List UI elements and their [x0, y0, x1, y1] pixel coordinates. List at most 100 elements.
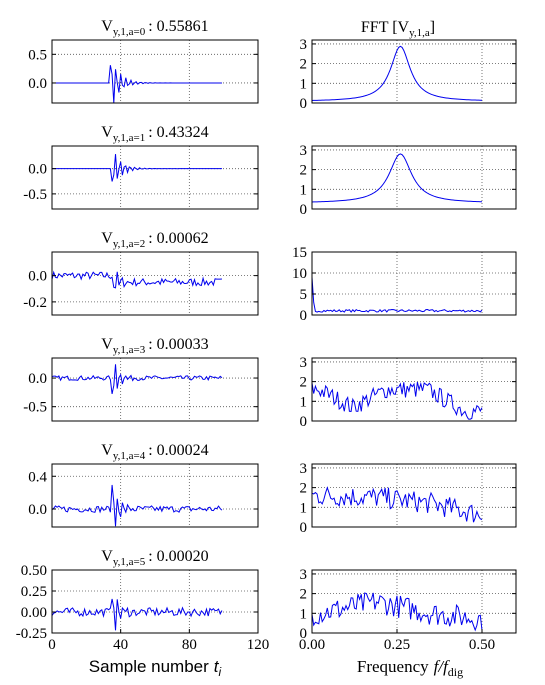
x-tick-label: 0.00 [299, 637, 325, 653]
title-symbol: V [101, 336, 113, 353]
title-subscript: y,1,a=3 [113, 344, 146, 356]
y-tick-label: 1 [300, 182, 308, 198]
y-tick-label: 0.0 [28, 76, 47, 92]
axes-frame [51, 357, 259, 422]
series-line [51, 270, 222, 289]
y-tick-label: 0.0 [28, 162, 47, 178]
y-tick-label: 1 [300, 76, 308, 92]
y-tick-label: 1 [300, 606, 308, 622]
y-tick-label: 2 [300, 163, 308, 179]
x-tick-label: 0 [48, 637, 56, 653]
left-xlabel: Sample number ti [89, 657, 222, 679]
axes-frame [51, 251, 259, 316]
axes-frame [311, 357, 517, 422]
panel-signal-1: 0.0 -0.5 Vy,1,a=1: 0.43324 [23, 124, 259, 210]
y-tick-label: 0 [300, 520, 308, 536]
right-xlabel-text: Frequency [357, 657, 429, 676]
series-line [52, 65, 222, 104]
axes-frame [311, 39, 517, 104]
x-tick-label: 0.25 [384, 637, 410, 653]
left-xlabel-text: Sample number [89, 657, 209, 676]
axes-frame [51, 463, 259, 528]
x-tick-label: 120 [247, 637, 270, 653]
panel-signal-4: 0.4 0.0 Vy,1,a=4: 0.00024 [28, 442, 259, 528]
panel-fft-1: 3 2 1 0 [300, 143, 517, 218]
title-value: : 0.00062 [148, 230, 208, 247]
y-tick-label: 1 [300, 394, 308, 410]
y-tick-label: 0 [300, 308, 308, 324]
panel-title: Vy,1,a=0: 0.55861 [101, 18, 208, 38]
y-tick-label: 0.50 [21, 563, 47, 579]
y-tick-label: -0.5 [23, 187, 47, 203]
panel-signal-0: 0.5 0.0 Vy,1,a=0: 0.55861 [28, 18, 259, 104]
panel-title: Vy,1,a=4: 0.00024 [101, 442, 208, 462]
title-symbol: V [101, 124, 113, 141]
title-symbol: V [101, 548, 113, 565]
title-subscript: y,1,a=1 [113, 132, 145, 144]
axes-frame [311, 569, 517, 634]
panel-title: Vy,1,a=3: 0.00033 [101, 336, 208, 356]
y-tick-label: 0.5 [28, 47, 47, 63]
axes-frame [311, 463, 517, 528]
title-subscript: y,1,a=0 [113, 26, 146, 38]
right-xlabel-sub: dig [448, 665, 463, 679]
panel-title: Vy,1,a=2: 0.00062 [101, 230, 208, 250]
y-tick-label: 10 [292, 266, 307, 282]
series-line [311, 381, 483, 420]
fft-title-subscript: y,1,a [409, 27, 430, 39]
y-tick-label: 2 [300, 587, 308, 603]
y-tick-label: -0.2 [23, 295, 47, 311]
series-line [311, 153, 483, 203]
title-value: : 0.00020 [148, 548, 208, 565]
y-tick-label: 5 [300, 287, 308, 303]
panel-fft-4: 3 2 1 0 [300, 461, 517, 536]
series-line [51, 484, 223, 527]
panel-signal-3: 0.0 -0.5 Vy,1,a=3: 0.00033 [23, 336, 259, 422]
axes-frame [51, 39, 259, 104]
y-tick-label: 0.0 [28, 502, 47, 518]
title-subscript: y,1,a=5 [113, 556, 146, 568]
title-symbol: V [101, 230, 113, 247]
series-line [311, 45, 483, 101]
y-tick-label: 0 [300, 202, 308, 218]
x-tick-label: 0.50 [469, 637, 495, 653]
panel-fft-2: 15 10 5 0 [292, 245, 517, 324]
series-line [311, 592, 483, 632]
panel-title: Vy,1,a=1: 0.43324 [101, 124, 208, 144]
panel-signal-5: 0.50 0.25 0.00 -0.250 40 80 120 Vy,1,a=5: 0.000… [16, 548, 270, 653]
y-tick-label: 0 [300, 414, 308, 430]
series-line [52, 154, 222, 182]
fft-column-title: FFT [Vy,1,a] [361, 19, 435, 39]
fft-title-prefix: FFT [ [361, 19, 398, 36]
y-tick-label: 0.0 [28, 269, 47, 285]
y-tick-label: 0.25 [21, 584, 47, 600]
series-line [51, 364, 223, 394]
title-value: : 0.00033 [148, 336, 208, 353]
axes-frame [51, 569, 259, 634]
right-xlabel: Frequency f/fdig [357, 657, 463, 679]
y-tick-label: -0.25 [16, 626, 47, 642]
panels-group: 0.50.0Vy,1,a=0: 0.5586132100.0-0.5Vy,1,a… [16, 18, 517, 653]
title-subscript: y,1,a=4 [113, 450, 146, 462]
right-xlabel-var: f/f [434, 657, 450, 676]
panel-fft-0: 3 2 1 0 [300, 37, 517, 112]
y-tick-label: 2 [300, 57, 308, 73]
series-line [311, 277, 483, 313]
y-tick-label: 3 [300, 355, 308, 371]
axes-frame [311, 251, 517, 316]
panel-fft-3: 3 2 1 0 [300, 355, 517, 430]
series-line [311, 486, 483, 523]
y-tick-label: 15 [292, 245, 307, 261]
y-tick-label: 0.00 [21, 605, 47, 621]
title-value: : 0.43324 [148, 124, 208, 141]
x-tick-label: 40 [113, 637, 128, 653]
fft-title-suffix: ] [430, 19, 435, 36]
panel-signal-2: 0.0 -0.2 Vy,1,a=2: 0.00062 [23, 230, 259, 316]
left-xlabel-sub: i [219, 665, 222, 679]
y-tick-label: 2 [300, 375, 308, 391]
y-tick-label: 2 [300, 481, 308, 497]
title-subscript: y,1,a=2 [113, 238, 145, 250]
axes-frame [51, 145, 259, 210]
y-tick-label: 3 [300, 461, 308, 477]
